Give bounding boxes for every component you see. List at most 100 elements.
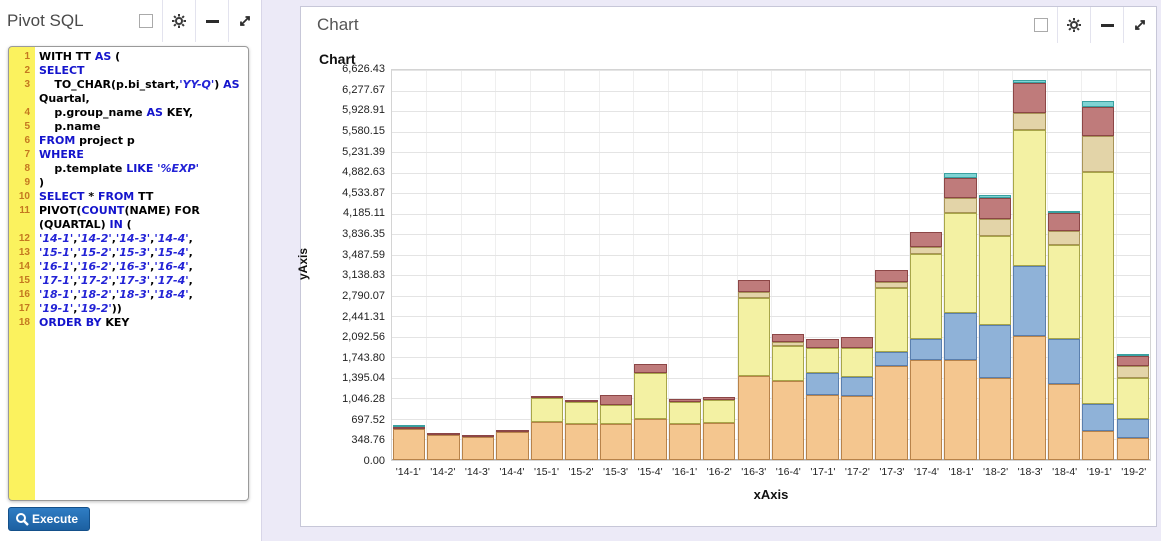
bar-segment-series-yellow[interactable] [840,347,874,378]
bar-segment-series-maroon[interactable] [909,232,943,247]
bar-16-4[interactable] [771,70,805,460]
bar-segment-series-orange[interactable] [1047,383,1081,460]
bar-17-2[interactable] [840,70,874,460]
bar-15-3[interactable] [599,70,633,460]
bar-15-1[interactable] [530,70,564,460]
bar-segment-series-orange[interactable] [703,422,736,460]
bar-segment-series-cyan[interactable] [1013,80,1046,84]
bar-segment-series-orange[interactable] [978,377,1012,460]
bar-18-3[interactable] [1012,70,1046,460]
bar-segment-series-yellow[interactable] [599,404,633,425]
bar-segment-series-maroon[interactable] [1047,212,1081,231]
bar-16-3[interactable] [737,70,771,460]
bar-16-1[interactable] [668,70,702,460]
bar-segment-series-yellow[interactable] [634,372,667,419]
bar-segment-series-maroon[interactable] [530,395,564,398]
bar-segment-series-maroon[interactable] [565,400,598,403]
bar-segment-series-blue[interactable] [944,312,977,360]
bar-segment-series-orange[interactable] [737,375,770,460]
bar-19-2[interactable] [1116,70,1150,460]
bar-segment-series-maroon[interactable] [1082,106,1115,137]
bar-segment-series-yellow[interactable] [737,297,770,376]
chart-plot-area[interactable] [391,69,1151,461]
bar-segment-series-tan[interactable] [737,291,770,298]
bar-segment-series-maroon[interactable] [496,430,529,433]
bar-segment-series-cyan[interactable] [978,195,1012,199]
bar-segment-series-orange[interactable] [668,423,702,460]
bar-segment-series-yellow[interactable] [772,345,805,382]
bar-segment-series-tan[interactable] [978,218,1012,237]
bar-segment-series-blue[interactable] [1047,339,1081,384]
bar-segment-series-tan[interactable] [1013,112,1046,131]
bar-segment-series-orange[interactable] [427,434,460,460]
bar-segment-series-tan[interactable] [772,342,805,346]
bar-segment-series-orange[interactable] [772,381,805,460]
bar-segment-series-yellow[interactable] [1047,245,1081,340]
bar-14-1[interactable] [392,70,426,460]
bar-segment-series-maroon[interactable] [634,364,667,373]
bar-segment-series-yellow[interactable] [806,348,839,373]
bar-segment-series-tan[interactable] [1047,230,1081,246]
bar-segment-series-yellow[interactable] [530,397,564,423]
chart-collapse-button[interactable] [1090,7,1123,43]
bar-segment-series-cyan[interactable] [944,172,977,178]
bar-15-4[interactable] [633,70,667,460]
bar-segment-series-maroon[interactable] [599,394,633,405]
bar-18-4[interactable] [1047,70,1081,460]
bar-segment-series-orange[interactable] [461,436,495,460]
bar-17-1[interactable] [805,70,839,460]
bar-segment-series-orange[interactable] [634,418,667,460]
bar-segment-series-orange[interactable] [530,422,564,460]
bar-segment-series-blue[interactable] [875,352,908,366]
sql-editor[interactable]: 1 WITH TT AS (2 SELECT 3 TO_CHAR(p.bi_start… [8,46,249,501]
bar-segment-series-blue[interactable] [1082,404,1115,431]
bar-segment-series-orange[interactable] [944,359,977,460]
bar-segment-series-maroon[interactable] [944,177,977,199]
bar-segment-series-yellow[interactable] [909,254,943,340]
bar-17-4[interactable] [909,70,943,460]
pivot-sql-maximize-button[interactable] [228,0,261,42]
bar-segment-series-maroon[interactable] [840,337,874,348]
bar-segment-series-tan[interactable] [1082,136,1115,172]
bar-segment-series-orange[interactable] [393,429,426,460]
bar-segment-series-blue[interactable] [1116,418,1149,438]
bar-segment-series-tan[interactable] [909,246,943,255]
bar-segment-series-tan[interactable] [875,281,908,288]
bar-segment-series-cyan[interactable] [393,425,426,428]
bar-16-2[interactable] [702,70,736,460]
bar-segment-series-maroon[interactable] [393,427,426,430]
bar-segment-series-yellow[interactable] [1116,377,1149,419]
bar-segment-series-blue[interactable] [978,324,1012,378]
pivot-sql-collapse-button[interactable] [195,0,228,42]
bar-segment-series-orange[interactable] [1116,437,1149,460]
bar-segment-series-maroon[interactable] [875,269,908,282]
bar-14-3[interactable] [461,70,495,460]
pivot-sql-settings-button[interactable] [162,0,195,42]
bar-18-2[interactable] [978,70,1012,460]
bar-segment-series-yellow[interactable] [978,236,1012,325]
chart-select-checkbox[interactable] [1024,7,1057,43]
bar-segment-series-orange[interactable] [1082,430,1115,460]
bar-segment-series-maroon[interactable] [1116,356,1149,366]
bar-segment-series-blue[interactable] [1013,265,1046,337]
bar-segment-series-maroon[interactable] [703,396,736,400]
bar-segment-series-orange[interactable] [909,359,943,460]
bar-18-1[interactable] [943,70,977,460]
bar-segment-series-maroon[interactable] [737,279,770,292]
bar-segment-series-yellow[interactable] [703,399,736,423]
bar-segment-series-maroon[interactable] [978,198,1012,219]
bar-segment-series-yellow[interactable] [1013,130,1046,266]
bar-segment-series-orange[interactable] [875,365,908,460]
chart-maximize-button[interactable] [1123,7,1156,43]
bar-segment-series-blue[interactable] [909,339,943,360]
bar-segment-series-tan[interactable] [1116,365,1149,378]
bar-segment-series-yellow[interactable] [944,212,977,313]
execute-button[interactable]: Execute [8,507,91,531]
bar-segment-series-cyan[interactable] [1116,354,1149,357]
bar-segment-series-cyan[interactable] [1047,210,1081,213]
bar-segment-series-maroon[interactable] [461,434,495,437]
bar-segment-series-maroon[interactable] [772,334,805,343]
bar-segment-series-yellow[interactable] [565,402,598,424]
bar-17-3[interactable] [874,70,908,460]
bar-segment-series-cyan[interactable] [1082,101,1115,107]
